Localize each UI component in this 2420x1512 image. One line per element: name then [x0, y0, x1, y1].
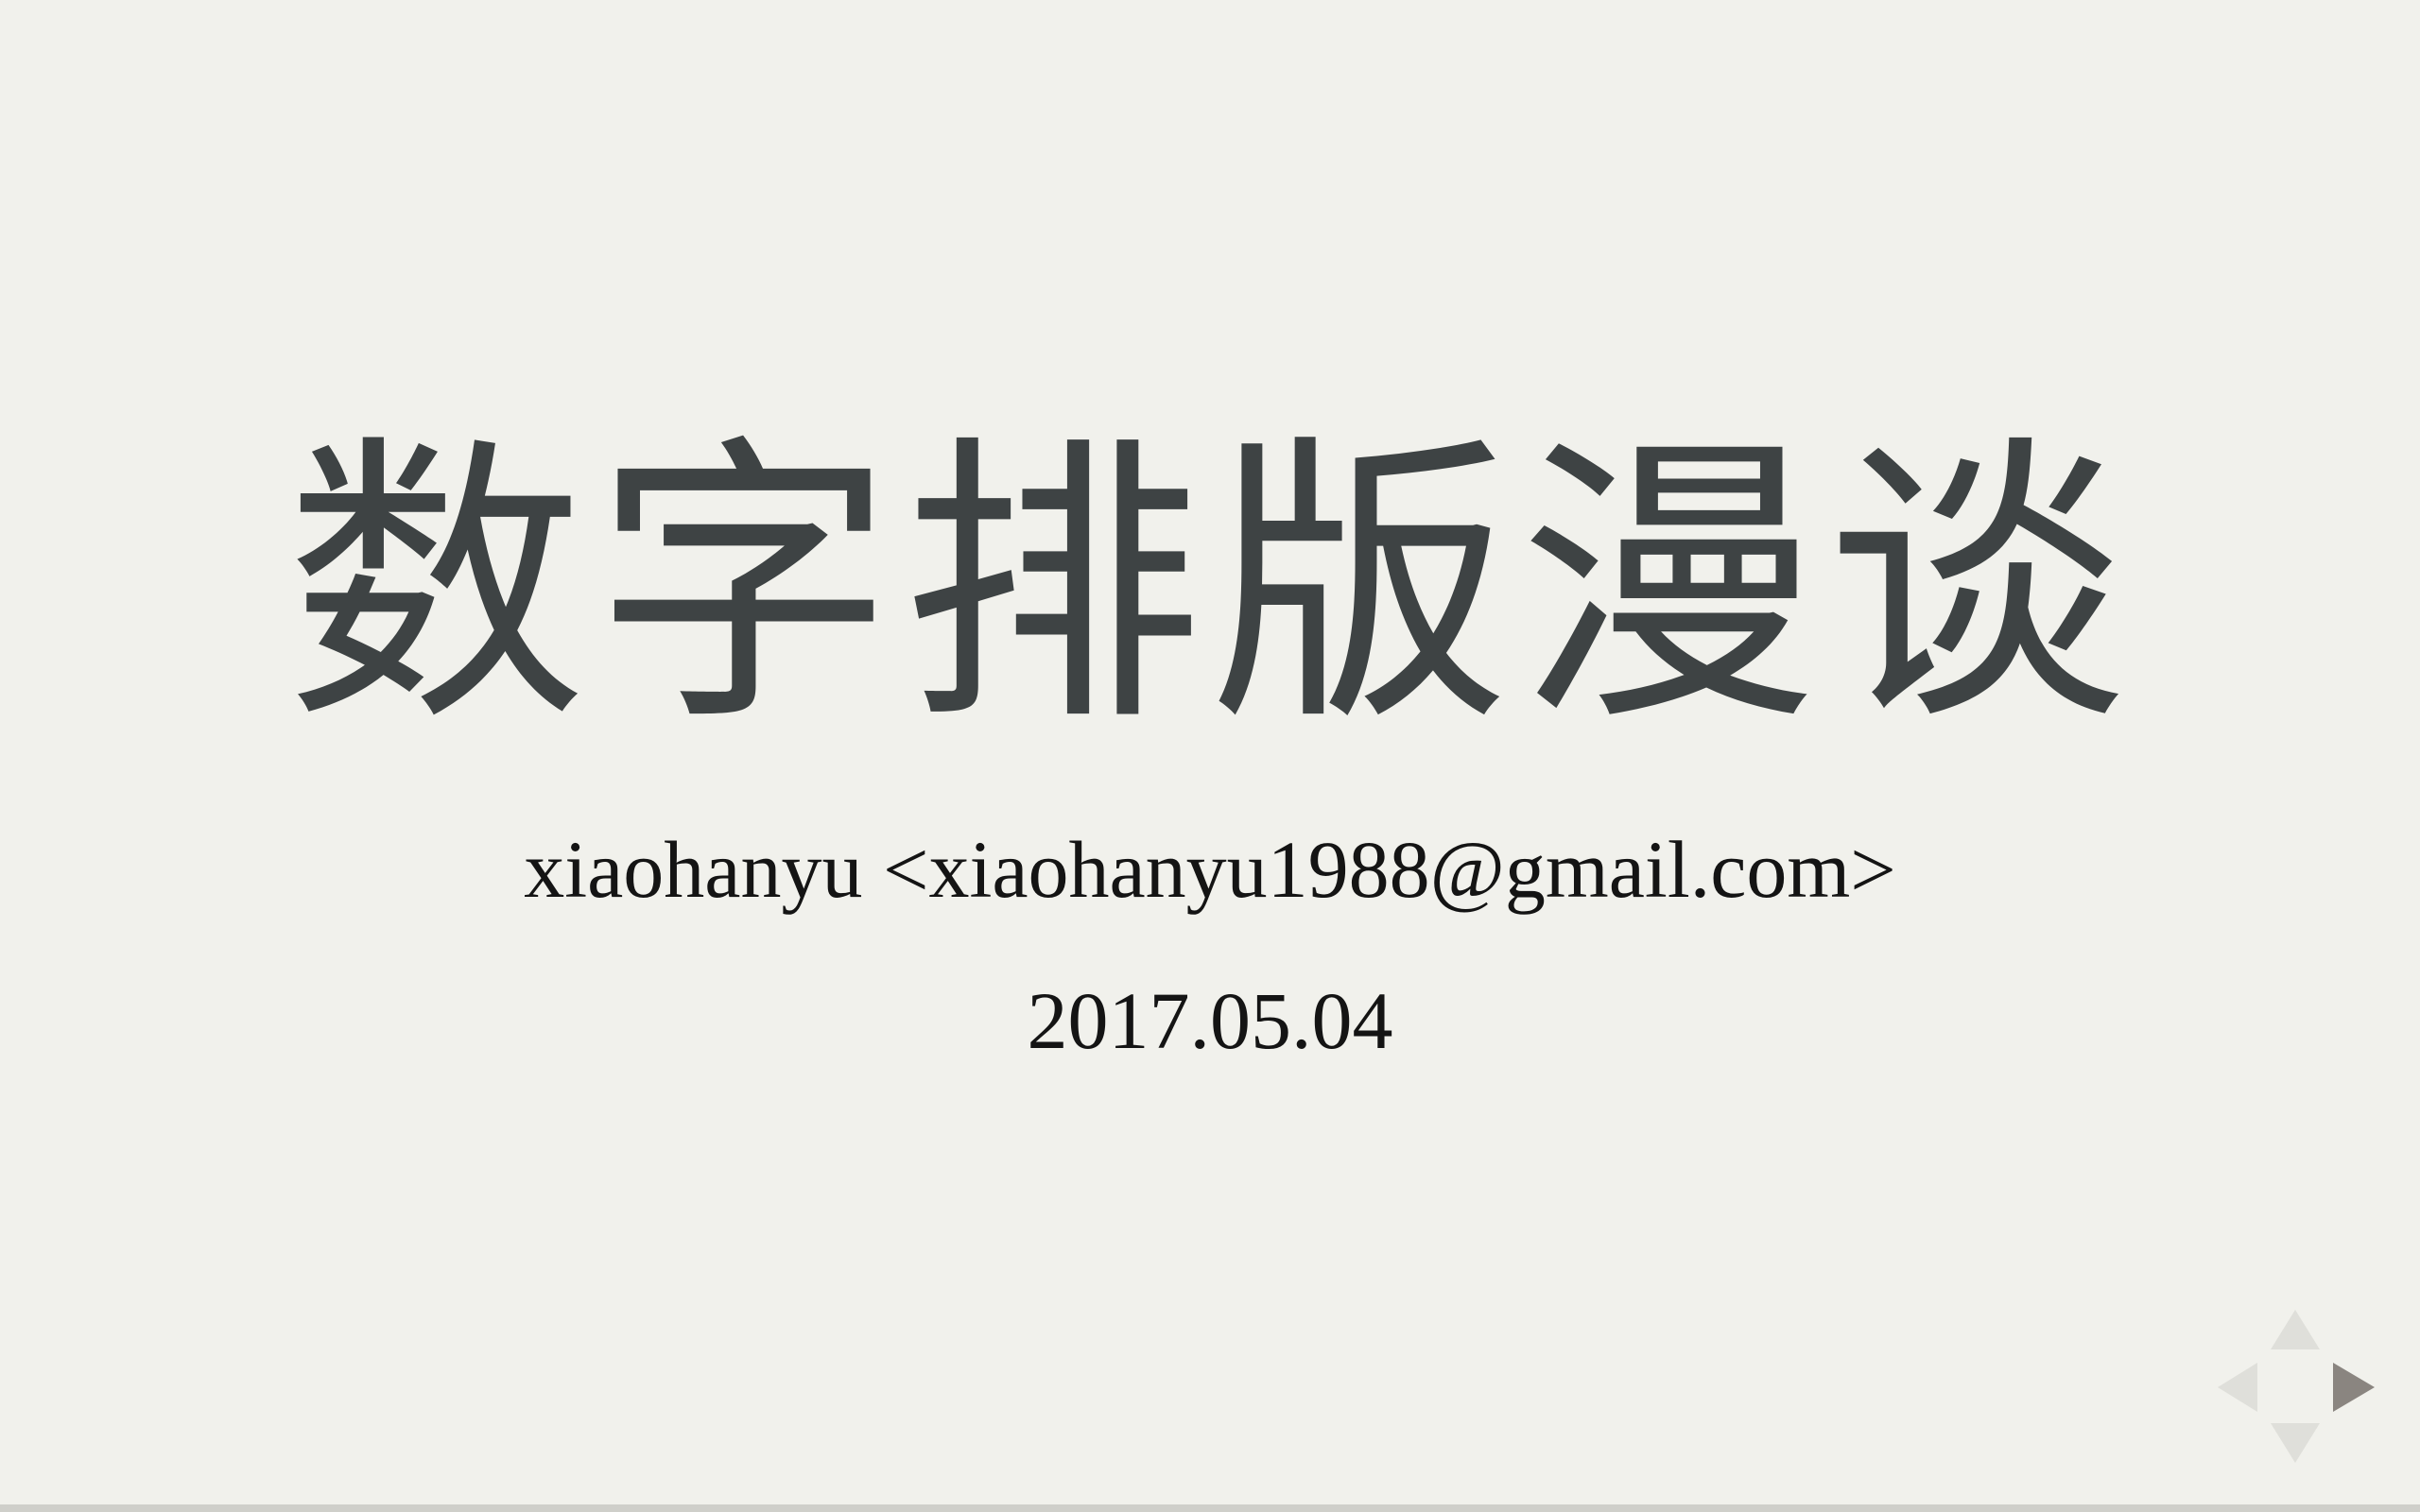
presentation-date: 2017.05.04	[1027, 975, 1393, 1066]
navigation-controls	[2212, 1304, 2382, 1474]
progress-bar	[0, 1504, 2420, 1512]
navigate-down-icon[interactable]	[2271, 1423, 2320, 1463]
slide-title: 数字排版漫谈	[285, 411, 2135, 761]
navigate-up-icon[interactable]	[2271, 1310, 2320, 1349]
navigate-right-icon[interactable]	[2333, 1363, 2375, 1412]
navigate-left-icon[interactable]	[2218, 1363, 2257, 1412]
author-line: xiaohanyu <xiaohanyu1988@gmail.com>	[524, 824, 1896, 915]
